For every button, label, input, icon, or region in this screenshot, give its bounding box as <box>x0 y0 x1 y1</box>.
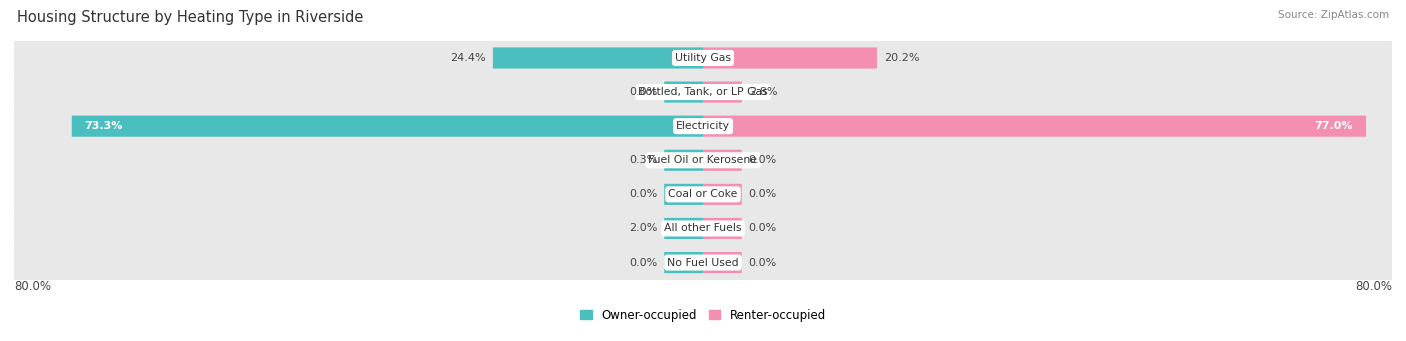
Text: All other Fuels: All other Fuels <box>664 223 742 234</box>
Text: 80.0%: 80.0% <box>1355 280 1392 293</box>
FancyBboxPatch shape <box>703 47 877 69</box>
FancyBboxPatch shape <box>14 135 1392 186</box>
Text: 2.0%: 2.0% <box>628 223 658 234</box>
Text: 24.4%: 24.4% <box>450 53 486 63</box>
FancyBboxPatch shape <box>14 101 1392 151</box>
Text: 0.0%: 0.0% <box>748 257 778 268</box>
FancyBboxPatch shape <box>703 116 1367 137</box>
FancyBboxPatch shape <box>494 47 703 69</box>
Text: No Fuel Used: No Fuel Used <box>668 257 738 268</box>
FancyBboxPatch shape <box>72 116 703 137</box>
Text: Electricity: Electricity <box>676 121 730 131</box>
Text: 0.0%: 0.0% <box>628 87 658 97</box>
Text: 0.0%: 0.0% <box>628 189 658 199</box>
Text: 77.0%: 77.0% <box>1315 121 1353 131</box>
Text: 0.0%: 0.0% <box>748 155 778 165</box>
Text: Bottled, Tank, or LP Gas: Bottled, Tank, or LP Gas <box>638 87 768 97</box>
Text: Coal or Coke: Coal or Coke <box>668 189 738 199</box>
FancyBboxPatch shape <box>14 169 1392 220</box>
FancyBboxPatch shape <box>664 81 703 103</box>
Text: 73.3%: 73.3% <box>84 121 124 131</box>
FancyBboxPatch shape <box>664 218 703 239</box>
Text: 0.3%: 0.3% <box>628 155 658 165</box>
Text: 2.8%: 2.8% <box>748 87 778 97</box>
FancyBboxPatch shape <box>703 150 742 171</box>
FancyBboxPatch shape <box>664 184 703 205</box>
FancyBboxPatch shape <box>703 252 742 273</box>
FancyBboxPatch shape <box>664 252 703 273</box>
FancyBboxPatch shape <box>664 150 703 171</box>
FancyBboxPatch shape <box>703 218 742 239</box>
FancyBboxPatch shape <box>14 33 1392 83</box>
Text: 0.0%: 0.0% <box>628 257 658 268</box>
FancyBboxPatch shape <box>703 81 742 103</box>
FancyBboxPatch shape <box>14 237 1392 288</box>
Text: 0.0%: 0.0% <box>748 189 778 199</box>
Text: Fuel Oil or Kerosene: Fuel Oil or Kerosene <box>648 155 758 165</box>
Text: Housing Structure by Heating Type in Riverside: Housing Structure by Heating Type in Riv… <box>17 10 363 25</box>
Text: 80.0%: 80.0% <box>14 280 51 293</box>
Legend: Owner-occupied, Renter-occupied: Owner-occupied, Renter-occupied <box>575 304 831 326</box>
Text: Source: ZipAtlas.com: Source: ZipAtlas.com <box>1278 10 1389 20</box>
FancyBboxPatch shape <box>14 67 1392 117</box>
FancyBboxPatch shape <box>14 203 1392 254</box>
Text: 0.0%: 0.0% <box>748 223 778 234</box>
Text: 20.2%: 20.2% <box>884 53 920 63</box>
Text: Utility Gas: Utility Gas <box>675 53 731 63</box>
FancyBboxPatch shape <box>703 184 742 205</box>
